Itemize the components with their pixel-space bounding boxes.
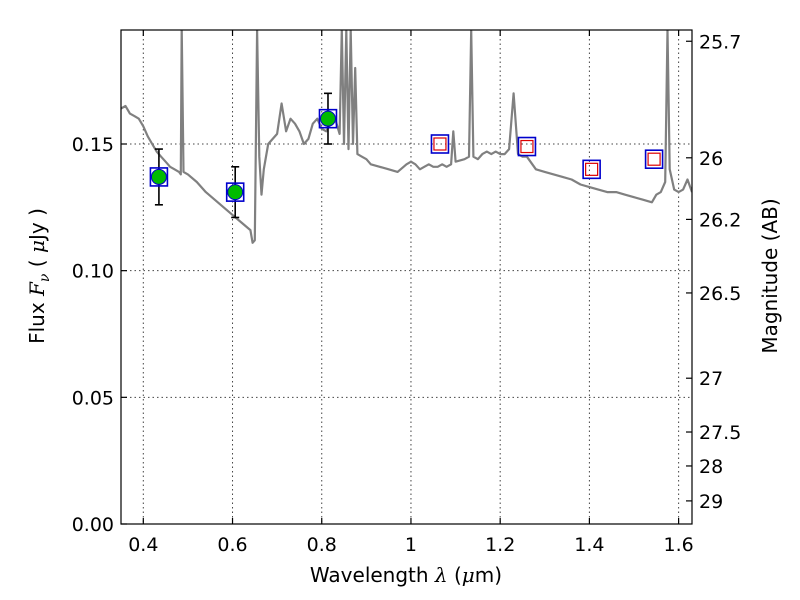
predicted-photometry — [433, 137, 661, 176]
predicted-box — [520, 139, 534, 154]
y2-tick-label: 26.5 — [699, 283, 741, 305]
predicted-box — [585, 162, 599, 176]
observed-point — [227, 184, 244, 201]
y2-tick-label: 27 — [699, 368, 723, 390]
y2-axis-ticks: 25.7 26 26.2 26.5 27 27.5 28 29 — [686, 31, 741, 513]
y2-tick-label: 29 — [699, 491, 723, 513]
x-axis-ticks: 0.4 0.6 0.8 1 1.2 1.4 1.6 — [128, 30, 694, 556]
observed-point — [150, 168, 167, 185]
y2-tick-label: 27.5 — [699, 422, 741, 444]
x-axis-label: Wavelength λ (μm) — [310, 563, 502, 587]
y-axis-ticks: 0.00 0.05 0.10 0.15 — [72, 134, 127, 536]
model-box — [582, 159, 601, 180]
y-axis-label: Flux Fν ( μJy ) — [25, 208, 53, 344]
x-tick-label: 1 — [405, 534, 417, 556]
model-box — [318, 108, 338, 129]
model-box — [149, 167, 169, 187]
observed-photometry — [150, 110, 336, 201]
model-box — [430, 134, 450, 154]
grid — [121, 30, 692, 525]
predicted-box — [433, 137, 447, 151]
y2-tick-label: 26 — [699, 148, 723, 170]
x-tick-label: 0.8 — [307, 534, 337, 556]
model-box — [517, 136, 537, 157]
spectrum-line — [121, 30, 692, 244]
plot-frame — [120, 29, 693, 525]
y2-tick-label: 25.7 — [699, 31, 741, 53]
y-tick-label: 0.15 — [72, 134, 114, 156]
spectrum — [121, 30, 692, 244]
y-tick-label: 0.10 — [72, 261, 114, 283]
x-tick-label: 0.6 — [217, 534, 247, 556]
x-tick-label: 1.2 — [485, 534, 515, 556]
x-tick-label: 0.4 — [128, 534, 158, 556]
y-tick-label: 0.05 — [72, 387, 114, 409]
observed-point — [319, 110, 336, 127]
x-tick-label: 1.4 — [574, 534, 604, 556]
predicted-box — [647, 152, 661, 166]
model-box — [644, 149, 664, 169]
y2-axis-label: Magnitude (AB) — [758, 198, 782, 353]
y2-tick-label: 28 — [699, 456, 723, 478]
y2-tick-label: 26.2 — [699, 209, 741, 231]
model-box — [225, 182, 245, 202]
model-photometry — [149, 108, 664, 202]
y-tick-label: 0.00 — [72, 514, 114, 536]
x-tick-label: 1.6 — [664, 534, 694, 556]
